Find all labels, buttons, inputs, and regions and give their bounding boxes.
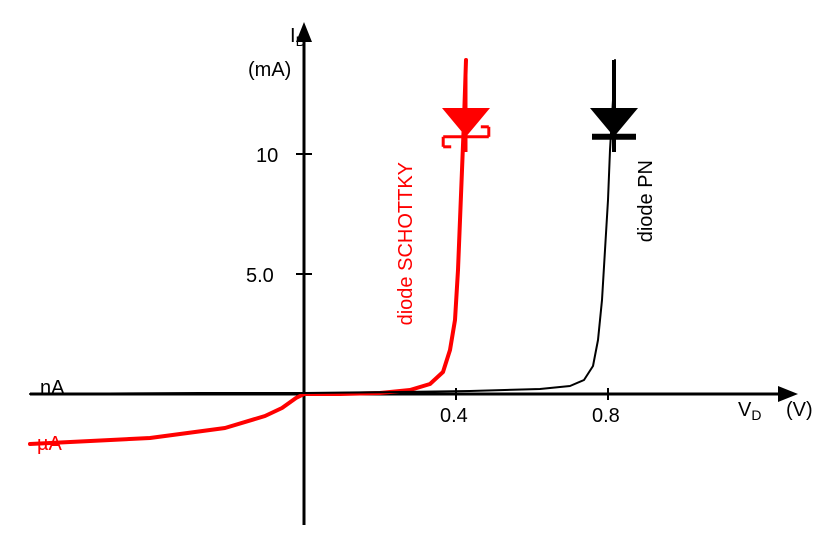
ytick-label-10: 10 <box>256 146 278 166</box>
chart-svg <box>0 0 839 555</box>
reverse-ua-label: µA <box>37 434 62 454</box>
xtick-label-08: 0.8 <box>592 406 620 426</box>
schottky-diode-icon <box>442 60 490 152</box>
x-axis-label: VD <box>738 400 761 422</box>
reverse-na-label: nA <box>40 378 64 398</box>
xtick-label-04: 0.4 <box>440 406 468 426</box>
schottky-curve-label: diode SCHOTTKY <box>396 162 416 325</box>
chart-stage: ID (mA) VD (V) 5.0 10 0.4 0.8 nA µA diod… <box>0 0 839 555</box>
pn-curve <box>30 60 615 394</box>
pn-diode-icon <box>590 60 638 152</box>
x-axis-unit: (V) <box>786 400 813 420</box>
y-axis-unit: (mA) <box>248 60 291 80</box>
ytick-label-5: 5.0 <box>246 266 274 286</box>
y-axis-label: ID <box>290 26 306 48</box>
pn-curve-label: diode PN <box>636 160 656 242</box>
